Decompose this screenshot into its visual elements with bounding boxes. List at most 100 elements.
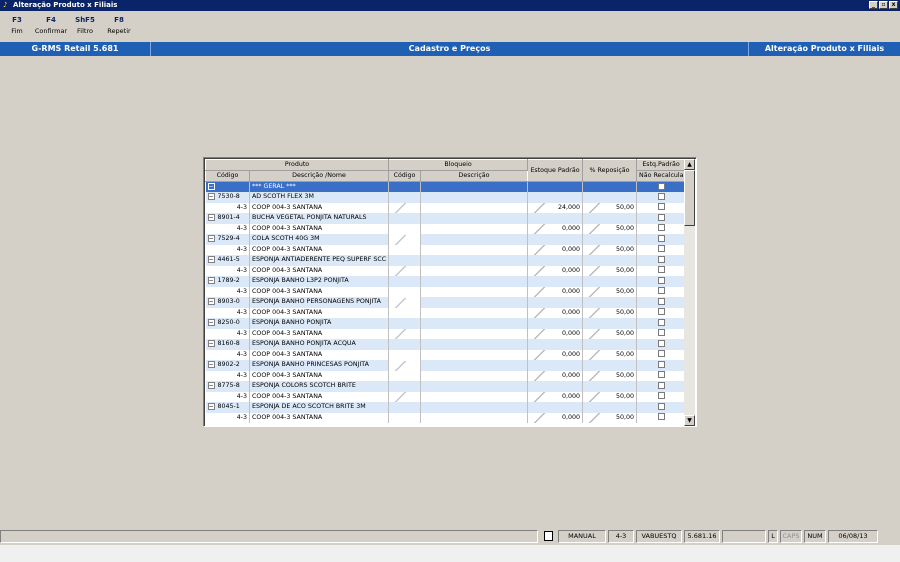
bloqueio-code-cell[interactable] [388,391,421,402]
nao-recalcula-checkbox[interactable] [657,245,665,253]
product-row[interactable]: −8903-0 ESPONJA BANHO PERSONAGENS PONJITA [205,297,687,308]
nao-recalcula-checkbox[interactable] [657,329,665,337]
bloqueio-code-cell[interactable] [388,402,421,413]
branch-row[interactable]: 4-3 COOP 004-3 SANTANA 0,000 50,00 [205,265,687,276]
estoque-padrao-cell[interactable]: 0,000 [527,244,584,255]
bloqueio-description-cell[interactable] [420,202,529,213]
bloqueio-description-cell[interactable] [420,402,529,413]
bloqueio-code-cell[interactable] [388,192,421,203]
nao-recalcula-checkbox[interactable] [657,234,665,242]
nao-recalcula-checkbox[interactable] [657,413,665,421]
bloqueio-description-cell[interactable] [420,349,529,360]
collapse-icon[interactable]: − [207,339,215,347]
nao-recalcula-checkbox[interactable] [657,297,665,305]
product-row[interactable]: −7530-8 AD SCOTH FLEX 3M [205,192,687,203]
reposicao-cell[interactable]: 50,00 [582,349,638,360]
product-row[interactable]: −8902-2 ESPONJA BANHO PRINCESAS PONJITA [205,360,687,371]
header-estq-padrao[interactable]: Estq.Padrão [636,159,687,171]
collapse-icon[interactable]: − [207,360,215,368]
bloqueio-code-cell[interactable] [388,381,421,392]
bloqueio-description-cell[interactable] [420,328,529,339]
product-branch-grid[interactable]: Produto Bloqueio Estoque Padrão % Reposi… [203,157,697,427]
header-bloqueio-codigo[interactable]: Código [388,170,421,182]
bloqueio-code-cell[interactable] [388,255,421,266]
header-estoque-padrao[interactable]: Estoque Padrão [527,159,584,182]
estoque-padrao-cell[interactable]: 24,000 [527,202,584,213]
fkey-fim-button[interactable]: F3 Fim [0,15,34,41]
bloqueio-code-cell[interactable] [388,286,421,297]
nao-recalcula-checkbox[interactable] [657,255,665,263]
estoque-padrao-cell[interactable]: 0,000 [527,265,584,276]
bloqueio-code-cell[interactable] [388,265,421,276]
estoque-padrao-cell[interactable]: 0,000 [527,286,584,297]
branch-row[interactable]: 4-3 COOP 004-3 SANTANA 0,000 50,00 [205,349,687,360]
reposicao-cell[interactable]: 50,00 [582,328,638,339]
bloqueio-description-cell[interactable] [420,286,529,297]
nao-recalcula-checkbox[interactable] [657,287,665,295]
product-row[interactable]: −8250-0 ESPONJA BANHO PONJITA [205,318,687,329]
nao-recalcula-checkbox[interactable] [657,339,665,347]
branch-row[interactable]: 4-3 COOP 004-3 SANTANA 0,000 50,00 [205,328,687,339]
bloqueio-code-cell[interactable] [388,328,421,339]
collapse-icon[interactable]: − [207,234,215,242]
nao-recalcula-checkbox[interactable] [657,276,665,284]
bloqueio-description-cell[interactable] [420,412,529,423]
product-row[interactable]: −8160-8 ESPONJA BANHO PONJITA ACQUA [205,339,687,350]
nao-recalcula-checkbox[interactable] [657,182,665,190]
reposicao-cell[interactable]: 50,00 [582,412,638,423]
bloqueio-code-cell[interactable] [388,339,421,350]
bloqueio-description-cell[interactable] [420,297,529,308]
collapse-icon[interactable]: − [207,297,215,305]
collapse-icon[interactable]: − [207,276,215,284]
fkey-filtro-button[interactable]: ShF5 Filtro [68,15,102,41]
collapse-icon[interactable]: − [207,381,215,389]
nao-recalcula-checkbox[interactable] [657,381,665,389]
estoque-padrao-cell[interactable]: 0,000 [527,412,584,423]
bloqueio-code-cell[interactable] [388,234,421,245]
collapse-icon[interactable]: − [207,402,215,410]
bloqueio-description-cell[interactable] [420,234,529,245]
branch-row[interactable]: 4-3 COOP 004-3 SANTANA 0,000 50,00 [205,370,687,381]
nao-recalcula-checkbox[interactable] [657,213,665,221]
product-row[interactable]: −4461-5 ESPONJA ANTIADERENTE PEQ SUPERF S… [205,255,687,266]
branch-row[interactable]: 4-3 COOP 004-3 SANTANA 0,000 50,00 [205,244,687,255]
bloqueio-description-cell[interactable] [420,391,529,402]
nao-recalcula-checkbox[interactable] [657,318,665,326]
scroll-thumb[interactable] [684,170,695,226]
reposicao-cell[interactable]: 50,00 [582,286,638,297]
header-reposicao[interactable]: % Reposição [582,159,638,182]
scroll-up-arrow-icon[interactable]: ▲ [684,159,695,170]
bloqueio-description-cell[interactable] [420,265,529,276]
bloqueio-code-cell[interactable] [388,370,421,381]
reposicao-cell[interactable]: 50,00 [582,391,638,402]
bloqueio-description-cell[interactable] [420,213,529,224]
estoque-padrao-cell[interactable]: 0,000 [527,391,584,402]
estoque-padrao-cell[interactable]: 0,000 [527,328,584,339]
header-nao-recalcula[interactable]: Não Recalcula [636,170,687,182]
reposicao-cell[interactable]: 50,00 [582,370,638,381]
product-row[interactable]: −8901-4 BUCHA VEGETAL PONJITA NATURALS [205,213,687,224]
bloqueio-description-cell[interactable] [420,360,529,371]
bloqueio-code-cell[interactable] [388,244,421,255]
bloqueio-code-cell[interactable] [388,360,421,371]
collapse-icon[interactable]: − [207,192,215,200]
estoque-padrao-cell[interactable]: 0,000 [527,349,584,360]
product-row[interactable]: −1789-2 ESPONJA BANHO L3P2 PONJITA [205,276,687,287]
bloqueio-description-cell[interactable] [420,370,529,381]
bloqueio-code-cell[interactable] [388,223,421,234]
reposicao-cell[interactable]: 50,00 [582,307,638,318]
collapse-icon[interactable]: − [207,318,215,326]
reposicao-cell[interactable]: 50,00 [582,244,638,255]
minimize-button[interactable]: _ [869,1,878,9]
reposicao-cell[interactable]: 50,00 [582,223,638,234]
nao-recalcula-checkbox[interactable] [657,371,665,379]
product-row[interactable]: −8045-1 ESPONJA DE ACO SCOTCH BRITE 3M [205,402,687,413]
bloqueio-description-cell[interactable] [420,339,529,350]
collapse-icon[interactable]: − [207,255,215,263]
bloqueio-description-cell[interactable] [420,244,529,255]
bloqueio-description-cell[interactable] [420,192,529,203]
nao-recalcula-checkbox[interactable] [657,203,665,211]
branch-row[interactable]: 4-3 COOP 004-3 SANTANA 0,000 50,00 [205,412,687,423]
table-row-geral[interactable]: − *** GERAL *** [205,181,687,192]
branch-row[interactable]: 4-3 COOP 004-3 SANTANA 0,000 50,00 [205,286,687,297]
